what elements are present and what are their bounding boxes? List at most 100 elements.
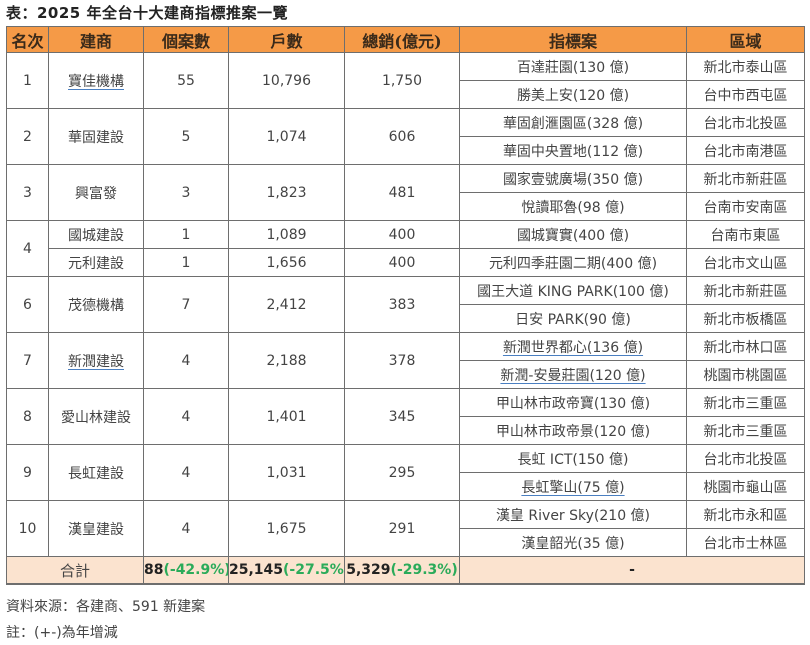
project-cell: 漢皇韶光(35 億) [459,528,687,557]
area-cell: 新北市三重區 [686,416,805,445]
builder-cell: 興富發 [48,164,144,221]
units-cell: 1,675 [228,500,345,557]
area-cell: 新北市三重區 [686,388,805,417]
header-row: 名次 建商 個案數 戶數 總銷(億元) 指標案 區域 [6,26,805,53]
project-name: 新潤世界都心(136 億) [502,339,644,356]
area-cell: 新北市新莊區 [686,276,805,305]
builder-cell: 元利建設 [48,248,144,277]
header-units: 戶數 [228,26,345,53]
project-cell: 長虹 ICT(150 億) [459,444,687,473]
area-cell: 台北市文山區 [686,248,805,277]
units-cell: 2,412 [228,276,345,333]
project-cell: 日安 PARK(90 億) [459,304,687,333]
area-cell: 桃園市龜山區 [686,472,805,501]
area-cell: 台南市東區 [686,220,805,249]
total-cases-change: (-42.9%) [163,562,229,578]
units-cell: 1,656 [228,248,345,277]
total-label: 合計 [6,556,144,585]
project-cell: 勝美上安(120 億) [459,80,687,109]
project-cell: 百達莊園(130 億) [459,52,687,81]
builder-cell: 茂德機構 [48,276,144,333]
rank-cell: 8 [6,388,49,445]
cases-cell: 5 [143,108,229,165]
cases-cell: 3 [143,164,229,221]
total-cases: 88 [144,562,164,578]
area-cell: 桃園市桃園區 [686,360,805,389]
total-units-cell: 25,145(-27.5%) [228,556,345,585]
table-row: 3 興富發 3 1,823 481 國家壹號廣場(350 億) 新北市新莊區 [6,164,805,221]
remark-note: 註：(+-)為年增減 [6,625,118,641]
total-sales-cell: 5,329(-29.3%) [344,556,460,585]
rank-cell: 3 [6,164,49,221]
area-cell: 台中市西屯區 [686,80,805,109]
project-cell: 悅讀耶魯(98 億) [459,192,687,221]
builder-cell: 華固建設 [48,108,144,165]
units-cell: 2,188 [228,332,345,389]
project-cell: 華固創滙園區(328 億) [459,108,687,137]
area-cell: 台北市北投區 [686,444,805,473]
sales-cell: 606 [344,108,460,165]
area-cell: 新北市永和區 [686,500,805,529]
rank-cell: 4 [6,220,49,277]
total-projects: - [459,556,805,585]
project-name: 新潤-安曼莊園(120 億) [500,367,646,384]
rank-cell: 1 [6,52,49,109]
units-cell: 1,823 [228,164,345,221]
builder-name: 寶佳機構 [68,73,124,90]
table-row: 1 寶佳機構 55 10,796 1,750 百達莊園(130 億) 新北市泰山… [6,52,805,109]
cases-cell: 1 [143,248,229,277]
cases-cell: 1 [143,220,229,249]
table-row: 元利建設 1 1,656 400 元利四季莊園二期(400 億) 台北市文山區 [7,248,805,277]
table-row: 2 華固建設 5 1,074 606 華固創滙園區(328 億) 台北市北投區 [6,108,805,165]
table-row: 6 茂德機構 7 2,412 383 國王大道 KING PARK(100 億)… [6,276,805,333]
table-row: 勝美上安(120 億) 台中市西屯區 [7,80,805,109]
units-cell: 1,089 [228,220,345,249]
total-sales: 5,329 [346,562,391,578]
table-row: 7 新潤建設 4 2,188 378 新潤世界都心(136 億) 新北市林口區 [6,332,805,389]
builder-cell: 長虹建設 [48,444,144,501]
total-units-change: (-27.5%) [283,562,345,578]
sales-cell: 400 [344,220,460,249]
sales-cell: 295 [344,444,460,501]
table-row: 10 漢皇建設 4 1,675 291 漢皇 River Sky(210 億) … [6,500,805,557]
area-cell: 新北市林口區 [686,332,805,361]
project-cell: 甲山林市政帝寶(130 億) [459,388,687,417]
cases-cell: 4 [143,332,229,389]
rank-cell: 10 [6,500,49,557]
project-cell: 華固中央置地(112 億) [459,136,687,165]
builder-name: 新潤建設 [68,353,124,370]
table-row: 9 長虹建設 4 1,031 295 長虹 ICT(150 億) 台北市北投區 [6,444,805,501]
table-row: 悅讀耶魯(98 億) 台南市安南區 [7,192,805,221]
project-cell: 國城寶實(400 億) [459,220,687,249]
area-cell: 新北市泰山區 [686,52,805,81]
header-builder: 建商 [48,26,144,53]
project-cell: 長虹擎山(75 億) [459,472,687,501]
cases-cell: 4 [143,388,229,445]
project-cell: 元利四季莊園二期(400 億) [459,248,687,277]
builder-cell: 漢皇建設 [48,500,144,557]
project-cell: 新潤-安曼莊園(120 億) [459,360,687,389]
sales-cell: 291 [344,500,460,557]
top-builders-table: 名次 建商 個案數 戶數 總銷(億元) 指標案 區域 1 寶佳機構 55 10,… [6,26,805,585]
table-row: 8 愛山林建設 4 1,401 345 甲山林市政帝寶(130 億) 新北市三重… [6,388,805,445]
project-cell: 新潤世界都心(136 億) [459,332,687,361]
area-cell: 新北市板橋區 [686,304,805,333]
header-area: 區域 [686,26,805,53]
header-sales: 總銷(億元) [344,26,460,53]
table-row: 日安 PARK(90 億) 新北市板橋區 [7,304,805,333]
builder-cell: 愛山林建設 [48,388,144,445]
cases-cell: 4 [143,500,229,557]
builder-cell: 新潤建設 [48,332,144,389]
table-row: 華固中央置地(112 億) 台北市南港區 [7,136,805,165]
table-row: 甲山林市政帝景(120 億) 新北市三重區 [7,416,805,445]
table-row: 漢皇韶光(35 億) 台北市士林區 [7,528,805,557]
sales-cell: 345 [344,388,460,445]
sales-cell: 481 [344,164,460,221]
table-title: 表：2025 年全台十大建商指標推案一覽 [6,4,288,22]
area-cell: 台北市士林區 [686,528,805,557]
total-cases-cell: 88(-42.9%) [143,556,229,585]
total-row: 合計 88(-42.9%) 25,145(-27.5%) 5,329(-29.3… [6,556,805,585]
rank-cell: 2 [6,108,49,165]
total-units: 25,145 [229,562,284,578]
rank-cell: 7 [6,332,49,389]
